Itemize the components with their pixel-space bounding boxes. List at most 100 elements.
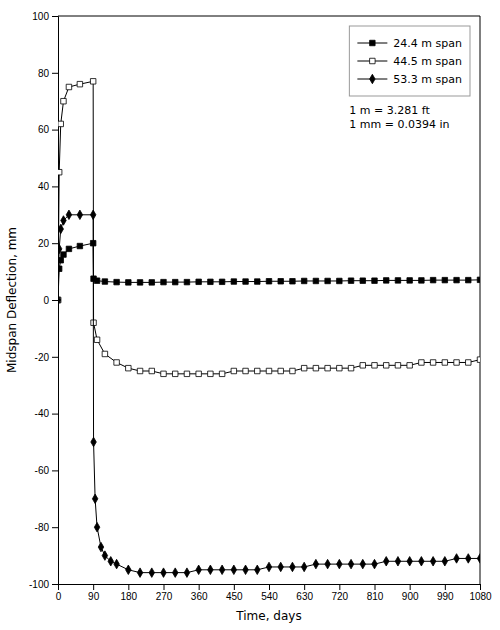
point xyxy=(383,363,388,368)
y-tick: 40 xyxy=(38,181,58,192)
x-tick-label: 900 xyxy=(402,591,419,602)
point xyxy=(231,368,236,373)
y-tick: 20 xyxy=(38,238,58,249)
point xyxy=(430,277,435,282)
point xyxy=(58,295,61,304)
point xyxy=(407,363,412,368)
y-tick-label: -40 xyxy=(35,408,50,419)
point xyxy=(325,559,330,568)
point xyxy=(442,557,447,566)
chart: 0901802703604505406307208109009901080-10… xyxy=(0,0,500,630)
point xyxy=(360,363,365,368)
point xyxy=(161,568,166,577)
point xyxy=(219,371,224,376)
x-tick-label: 0 xyxy=(56,591,62,602)
point xyxy=(348,559,353,568)
x-tick-label: 990 xyxy=(437,591,454,602)
legend-marker xyxy=(370,58,375,63)
y-tick: -80 xyxy=(35,522,58,533)
point xyxy=(466,277,471,282)
point xyxy=(290,368,295,373)
point xyxy=(372,363,377,368)
point xyxy=(149,568,154,577)
point xyxy=(114,559,119,568)
y-tick: -100 xyxy=(29,579,58,590)
x-tick-mark xyxy=(269,584,270,590)
point xyxy=(172,371,177,376)
point xyxy=(208,371,213,376)
point xyxy=(161,371,166,376)
y-tick-label: 60 xyxy=(38,124,50,135)
y-axis-title: Midspan Deflection, mm xyxy=(5,227,19,373)
annotation-line: 1 mm = 0.0394 in xyxy=(349,118,449,131)
x-tick: 180 xyxy=(120,584,137,602)
point xyxy=(184,279,189,284)
point xyxy=(102,551,107,560)
legend-item: 44.5 m span xyxy=(357,55,462,68)
point xyxy=(407,557,412,566)
point xyxy=(442,277,447,282)
point xyxy=(208,565,213,574)
series xyxy=(58,210,480,577)
point xyxy=(126,280,131,285)
point xyxy=(94,522,99,531)
point xyxy=(196,279,201,284)
point xyxy=(372,559,377,568)
point xyxy=(137,368,142,373)
x-tick: 990 xyxy=(437,584,454,602)
point xyxy=(325,278,330,283)
point xyxy=(91,437,96,446)
y-tick-label: -100 xyxy=(29,579,49,590)
series xyxy=(58,79,480,377)
point xyxy=(466,360,471,365)
x-tick-label: 720 xyxy=(331,591,348,602)
x-tick-mark xyxy=(410,584,411,590)
point xyxy=(61,252,66,257)
point xyxy=(61,216,66,225)
point xyxy=(149,280,154,285)
y-tick-mark xyxy=(52,186,58,187)
y-tick-label: 100 xyxy=(32,11,49,22)
x-tick-label: 1080 xyxy=(469,591,492,602)
x-tick-label: 90 xyxy=(88,591,100,602)
y-axis: -100-80-60-40-20020406080100 xyxy=(29,11,59,590)
point xyxy=(66,84,71,89)
point xyxy=(243,279,248,284)
x-tick-mark xyxy=(234,584,235,590)
point xyxy=(58,169,62,174)
x-tick-mark xyxy=(199,584,200,590)
point xyxy=(337,278,342,283)
point xyxy=(266,368,271,373)
point xyxy=(383,278,388,283)
x-tick: 360 xyxy=(191,584,208,602)
y-tick: 0 xyxy=(43,295,58,306)
point xyxy=(337,559,342,568)
point xyxy=(243,565,248,574)
point xyxy=(231,565,236,574)
point xyxy=(419,360,424,365)
point xyxy=(184,371,189,376)
x-tick-mark xyxy=(93,584,94,590)
point xyxy=(372,278,377,283)
point xyxy=(454,554,459,563)
point xyxy=(395,278,400,283)
point xyxy=(172,568,177,577)
point xyxy=(313,559,318,568)
annotation: 1 m = 3.281 ft1 mm = 0.0394 in xyxy=(349,104,449,131)
point xyxy=(92,494,97,503)
point xyxy=(348,278,353,283)
y-tick: 60 xyxy=(38,124,58,135)
x-tick-mark xyxy=(164,584,165,590)
point xyxy=(94,278,99,283)
point xyxy=(266,279,271,284)
point xyxy=(66,246,71,251)
point xyxy=(126,565,131,574)
point xyxy=(102,351,107,356)
point xyxy=(77,210,82,219)
x-tick: 720 xyxy=(331,584,348,602)
point xyxy=(137,568,142,577)
point xyxy=(407,278,412,283)
legend-label: 24.4 m span xyxy=(393,37,462,50)
point xyxy=(90,79,95,84)
x-tick: 90 xyxy=(88,584,100,602)
